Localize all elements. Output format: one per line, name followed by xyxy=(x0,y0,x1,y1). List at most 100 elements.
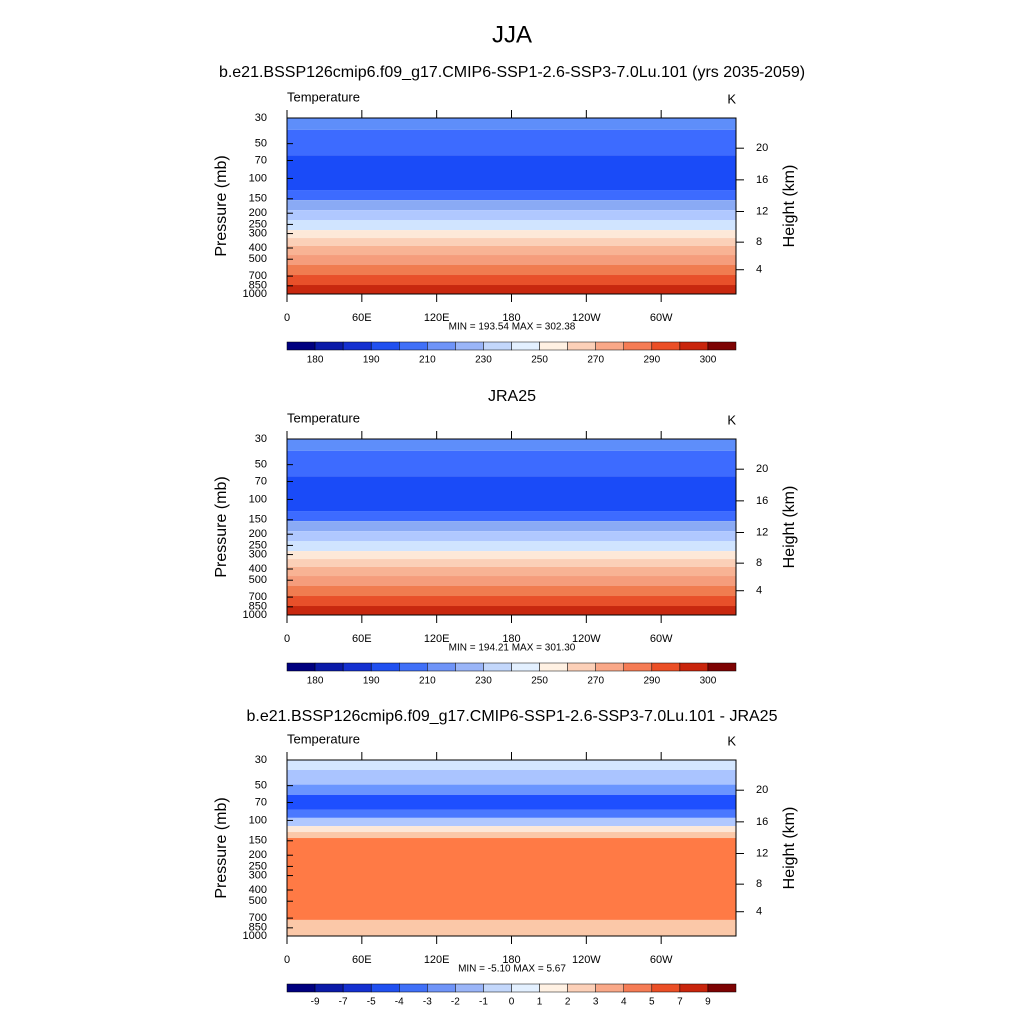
y-tick-label: 500 xyxy=(249,253,267,265)
contour-band xyxy=(287,559,736,567)
contour-band xyxy=(287,118,736,130)
y-tick-label: 100 xyxy=(249,172,267,184)
contour-band xyxy=(287,476,736,512)
right-label: K xyxy=(727,733,736,748)
colorbar-box xyxy=(511,662,540,672)
left-label: Temperature xyxy=(287,89,360,104)
colorbar-box xyxy=(707,341,737,351)
y-tick-label: 150 xyxy=(249,514,267,526)
x-tick-label: 120W xyxy=(572,954,601,966)
panel-title: b.e21.BSSP126cmip6.f09_g17.CMIP6-SSP1-2.… xyxy=(219,64,805,81)
contour-band xyxy=(287,551,736,560)
colorbar-box xyxy=(623,983,653,993)
colorbar-box xyxy=(483,341,512,351)
colorbar-label: 0 xyxy=(509,997,515,1008)
y2-tick-label: 4 xyxy=(756,585,762,597)
y-tick-label: 250 xyxy=(249,218,267,230)
colorbar-box xyxy=(623,341,653,351)
colorbar-label: 230 xyxy=(475,355,492,366)
y-tick-label: 700 xyxy=(249,912,267,924)
contour-band xyxy=(287,200,736,211)
y-tick-label: 1000 xyxy=(243,609,267,621)
colorbar-box xyxy=(539,983,568,993)
y2-tick-label: 12 xyxy=(756,205,768,217)
y-axis-label: Pressure (mb) xyxy=(213,155,230,256)
colorbar-label: 250 xyxy=(531,676,548,687)
y-tick-label: 200 xyxy=(249,528,267,540)
y-tick-label: 30 xyxy=(255,112,267,124)
x-tick-label: 60W xyxy=(650,312,673,324)
x-tick-label: 120E xyxy=(424,312,450,324)
colorbar-box xyxy=(595,662,624,672)
contour-band xyxy=(287,190,736,201)
colorbar-label: 2 xyxy=(565,997,571,1008)
contour-band xyxy=(287,809,736,818)
colorbar-box xyxy=(651,341,681,351)
y-tick-label: 200 xyxy=(249,849,267,861)
x-tick-label: 0 xyxy=(284,954,290,966)
colorbar-box xyxy=(483,662,512,672)
y2-tick-label: 8 xyxy=(756,557,762,569)
x-tick-label: 0 xyxy=(284,312,290,324)
contour-band xyxy=(287,769,736,785)
x-tick-label: 120E xyxy=(424,633,450,645)
colorbar-label: 5 xyxy=(649,997,655,1008)
right-label: K xyxy=(727,91,736,106)
colorbar-box xyxy=(427,983,456,993)
y-tick-label: 100 xyxy=(249,493,267,505)
colorbar-box xyxy=(399,983,428,993)
x-tick-label: 120W xyxy=(572,633,601,645)
colorbar-box xyxy=(342,341,372,351)
contour-band xyxy=(287,585,736,597)
colorbar-box xyxy=(342,983,372,993)
y2-axis-label: Height (km) xyxy=(781,165,798,248)
y2-tick-label: 16 xyxy=(756,816,768,828)
colorbar-box xyxy=(342,662,372,672)
stats-label: MIN = -5.10 MAX = 5.67 xyxy=(458,964,566,975)
colorbar-box xyxy=(539,341,568,351)
panel-title: b.e21.BSSP126cmip6.f09_g17.CMIP6-SSP1-2.… xyxy=(247,708,778,725)
colorbar-label: -1 xyxy=(479,997,488,1008)
contour-band xyxy=(287,596,736,607)
contour-band xyxy=(287,826,736,833)
colorbar-box xyxy=(370,662,400,672)
contour-band xyxy=(287,230,736,239)
colorbar-box xyxy=(370,341,400,351)
colorbar-label: -2 xyxy=(451,997,460,1008)
colorbar-label: -4 xyxy=(395,997,404,1008)
y-axis-label: Pressure (mb) xyxy=(213,797,230,898)
right-label: K xyxy=(727,412,736,427)
colorbar-label: 3 xyxy=(593,997,599,1008)
contour-band xyxy=(287,531,736,542)
y-tick-label: 50 xyxy=(255,138,267,150)
colorbar-box xyxy=(314,662,344,672)
colorbar-box xyxy=(679,341,709,351)
y-tick-label: 1000 xyxy=(243,288,267,300)
colorbar-box xyxy=(511,983,540,993)
colorbar-box xyxy=(567,662,596,672)
colorbar-box xyxy=(539,662,568,672)
y-tick-label: 30 xyxy=(255,433,267,445)
x-tick-label: 180 xyxy=(502,312,520,324)
contour-band xyxy=(287,264,736,276)
y2-tick-label: 16 xyxy=(756,495,768,507)
page-title: JJA xyxy=(492,21,532,48)
colorbar-box xyxy=(707,662,737,672)
colorbar-label: 180 xyxy=(307,676,324,687)
colorbar-label: 230 xyxy=(475,676,492,687)
y-tick-label: 850 xyxy=(249,922,267,934)
x-tick-label: 120W xyxy=(572,312,601,324)
y-tick-label: 300 xyxy=(249,869,267,881)
colorbar-label: 250 xyxy=(531,355,548,366)
colorbar-label: 7 xyxy=(677,997,683,1008)
x-tick-label: 180 xyxy=(502,633,520,645)
colorbar-box xyxy=(399,662,428,672)
stats-label: MIN = 193.54 MAX = 302.38 xyxy=(449,322,576,333)
y2-tick-label: 8 xyxy=(756,878,762,890)
contour-band xyxy=(287,439,736,451)
contour-band xyxy=(287,220,736,231)
x-tick-label: 60E xyxy=(352,633,372,645)
colorbar-box xyxy=(314,341,344,351)
colorbar-box xyxy=(511,341,540,351)
